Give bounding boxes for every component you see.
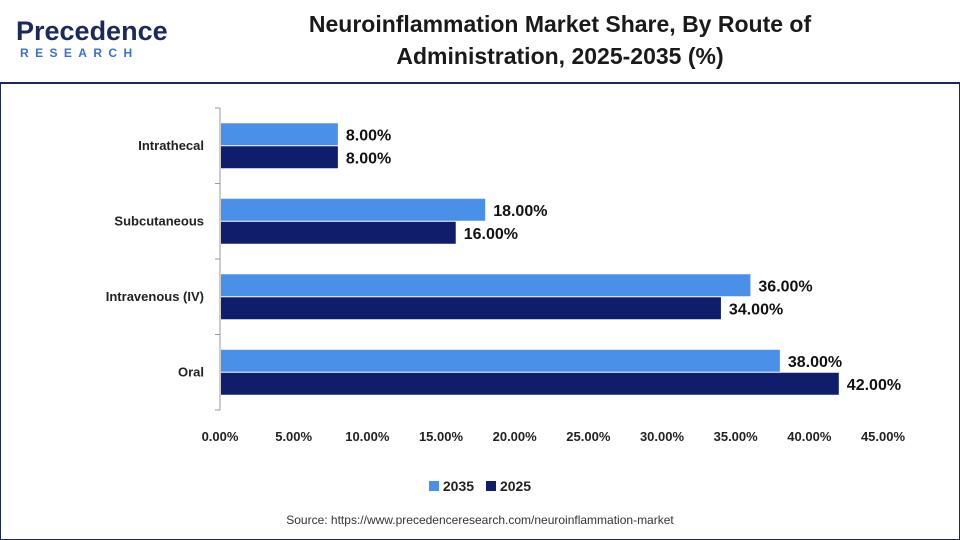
category-label-intrathecal: Intrathecal xyxy=(138,138,204,153)
x-tick-label-1: 5.00% xyxy=(275,429,312,444)
data-label-2025-intravenous-iv: 34.00% xyxy=(729,301,783,318)
data-label-2025-intrathecal: 8.00% xyxy=(346,150,391,167)
logo-wordmark: Precedence xyxy=(16,16,168,46)
x-tick-label-9: 45.00% xyxy=(861,429,906,444)
x-tick-label-5: 25.00% xyxy=(566,429,611,444)
bar-chart: Intrathecal 8.00% 8.00% Subcutaneous 18.00% 1… xyxy=(106,107,906,444)
bar-2035-oral xyxy=(221,349,780,372)
legend-label-2035: 2035 xyxy=(442,478,475,494)
bar-2025-intrathecal xyxy=(221,146,338,169)
legend: 2035 2025 xyxy=(0,478,960,494)
legend-item-2035: 2035 xyxy=(428,478,475,494)
data-label-2025-oral: 42.00% xyxy=(847,377,901,394)
category-label-intravenous-iv: Intravenous (IV) xyxy=(106,289,204,304)
bar-2025-oral xyxy=(221,372,839,395)
bar-2035-intrathecal xyxy=(221,123,338,146)
x-tick-label-4: 20.00% xyxy=(493,429,538,444)
x-tick-label-7: 35.00% xyxy=(714,429,759,444)
chart-title-line-2: Administration, 2025-2035 (%) xyxy=(396,43,724,69)
category-label-subcutaneous: Subcutaneous xyxy=(114,213,204,228)
source-note: Source: https://www.precedenceresearch.c… xyxy=(286,513,674,527)
x-tick-label-6: 30.00% xyxy=(640,429,685,444)
legend-label-2025: 2025 xyxy=(499,478,532,494)
legend-item-2025: 2025 xyxy=(485,478,532,494)
x-tick-label-0: 0.00% xyxy=(202,429,239,444)
chart-title-line-1: Neuroinflammation Market Share, By Route… xyxy=(308,11,812,37)
data-label-2035-intrathecal: 8.00% xyxy=(346,127,391,144)
legend-swatch-2025 xyxy=(485,481,496,491)
bar-2035-subcutaneous xyxy=(221,198,486,221)
category-label-oral: Oral xyxy=(178,364,204,379)
bar-2025-subcutaneous xyxy=(221,221,456,244)
x-tick-label-2: 10.00% xyxy=(345,429,390,444)
x-tick-label-8: 40.00% xyxy=(787,429,832,444)
chart-title: Neuroinflammation Market Share, By Route… xyxy=(250,8,870,72)
header: Precedence RESEARCH Neuroinflammation Ma… xyxy=(0,0,960,82)
bar-2035-intravenous-iv xyxy=(221,274,751,297)
bar-2025-intravenous-iv xyxy=(221,297,721,320)
legend-swatch-2035 xyxy=(428,481,439,491)
brand-logo: Precedence RESEARCH xyxy=(16,16,168,66)
data-label-2035-subcutaneous: 18.00% xyxy=(493,203,547,220)
data-label-2035-intravenous-iv: 36.00% xyxy=(758,278,812,295)
data-label-2035-oral: 38.00% xyxy=(788,354,842,371)
x-tick-label-3: 15.00% xyxy=(419,429,464,444)
logo-subtitle: RESEARCH xyxy=(20,46,139,60)
data-label-2025-subcutaneous: 16.00% xyxy=(464,226,518,243)
header-divider xyxy=(0,82,960,84)
